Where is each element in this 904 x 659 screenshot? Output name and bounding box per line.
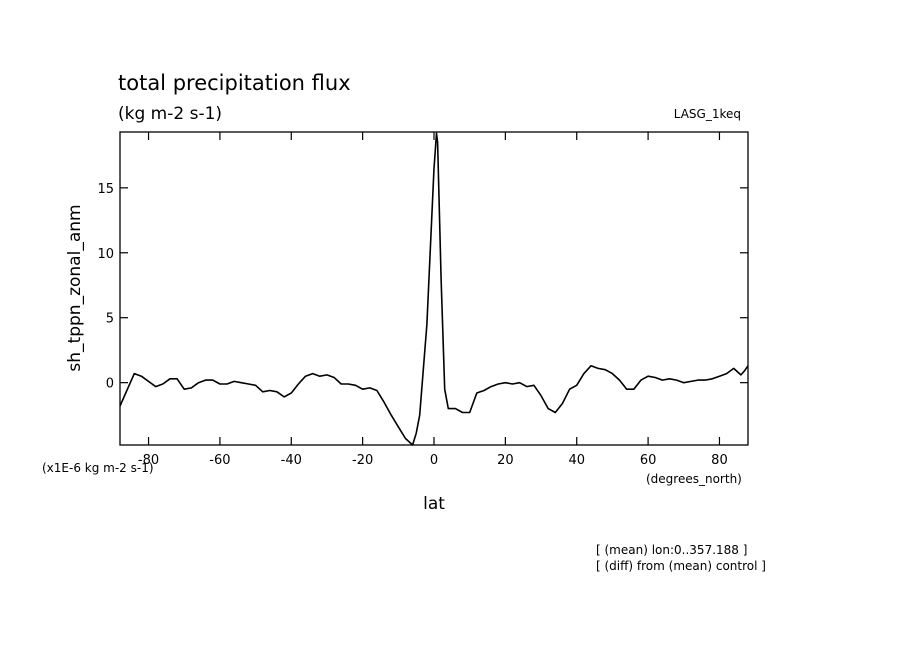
y-axis-label: sh_tppn_zonal_anm (65, 204, 85, 371)
chart-title: total precipitation flux (118, 71, 351, 95)
series-line (119, 132, 749, 446)
y-tick-label: 0 (106, 377, 114, 392)
x-tick-label: 80 (711, 453, 728, 468)
x-tick-label: -60 (209, 453, 230, 468)
x-axis-ticks: -80 -60 -40 -20 0 20 40 60 80 (138, 132, 728, 468)
x-tick-label: -80 (138, 453, 159, 468)
x-axis-label: lat (423, 494, 445, 514)
note-diff-control: [ (diff) from (mean) control ] (596, 559, 766, 573)
chart-units-subtitle: (kg m-2 s-1) (118, 104, 222, 124)
y-tick-label: 15 (97, 182, 114, 197)
x-tick-label: -40 (281, 453, 302, 468)
x-tick-label: 60 (640, 453, 657, 468)
y-tick-label: 10 (97, 247, 114, 262)
y-axis-ticks: 0 5 10 15 (97, 182, 748, 392)
x-tick-label: -20 (352, 453, 373, 468)
note-mean-lon: [ (mean) lon:0..357.188 ] (596, 543, 747, 557)
x-tick-label: 40 (568, 453, 585, 468)
x-tick-label: 20 (497, 453, 514, 468)
x-tick-label: 0 (430, 453, 438, 468)
y-tick-label: 5 (106, 312, 114, 327)
x-units-label: (degrees_north) (646, 472, 742, 486)
y-scale-note: (x1E-6 kg m-2 s-1) (42, 461, 154, 475)
experiment-label: LASG_1keq (674, 107, 741, 121)
